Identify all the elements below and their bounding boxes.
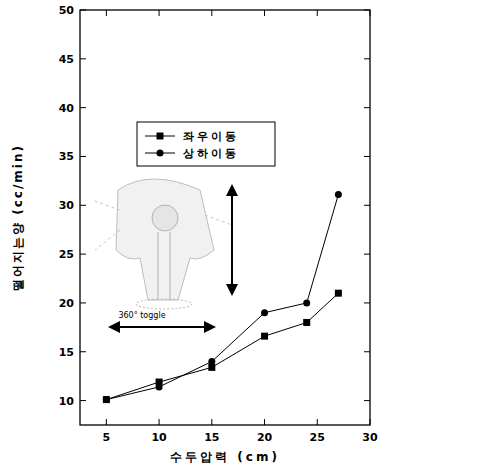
data-point bbox=[303, 319, 310, 326]
y-tick bbox=[80, 302, 86, 303]
data-point bbox=[156, 383, 163, 390]
y-tick bbox=[80, 254, 86, 255]
y-tick-label: 15 bbox=[59, 346, 74, 359]
x-tick-top bbox=[106, 10, 107, 16]
y-tick-label: 10 bbox=[59, 395, 75, 408]
plot-frame bbox=[80, 10, 370, 425]
y-tick-right bbox=[364, 107, 370, 108]
y-tick-label: 50 bbox=[59, 4, 75, 17]
chart: 5 10 15 20 25 30 10 15 20 25 30 35 40 45 50 수두압력 (cm) 떨어… bbox=[0, 0, 480, 471]
y-tick bbox=[80, 58, 86, 59]
y-tick-label: 35 bbox=[59, 150, 74, 163]
arrow-head bbox=[226, 284, 238, 296]
x-tick-top bbox=[264, 10, 265, 16]
y-tick bbox=[80, 10, 86, 11]
arrow-head bbox=[108, 321, 120, 333]
data-point bbox=[208, 358, 215, 365]
device-toggle-ring bbox=[136, 299, 192, 309]
data-point bbox=[335, 191, 342, 198]
device-tube bbox=[158, 232, 159, 300]
y-tick-label: 45 bbox=[59, 53, 74, 66]
x-tick-top bbox=[370, 10, 371, 16]
device-guide bbox=[92, 200, 120, 210]
data-point bbox=[303, 299, 310, 306]
x-tick-label: 20 bbox=[257, 431, 273, 444]
y-tick bbox=[80, 351, 86, 352]
legend-box bbox=[137, 122, 275, 166]
data-point bbox=[261, 309, 268, 316]
x-tick-label: 25 bbox=[310, 431, 325, 444]
x-tick-top bbox=[317, 10, 318, 16]
legend-label: 좌우이동 bbox=[183, 130, 239, 143]
x-tick bbox=[211, 419, 212, 425]
legend-marker bbox=[157, 133, 164, 140]
y-tick-right bbox=[364, 254, 370, 255]
x-tick bbox=[159, 419, 160, 425]
y-tick bbox=[80, 400, 86, 401]
data-group bbox=[103, 191, 342, 403]
y-tick-right bbox=[364, 156, 370, 157]
x-tick-top bbox=[211, 10, 212, 16]
horizontal-arrow bbox=[112, 326, 212, 328]
x-tick bbox=[317, 419, 318, 425]
legend-label: 상하이동 bbox=[183, 147, 239, 160]
y-tick-right bbox=[364, 400, 370, 401]
y-tick-label: 30 bbox=[59, 199, 75, 212]
device-guide bbox=[95, 230, 120, 250]
x-tick bbox=[370, 419, 371, 425]
y-tick-right bbox=[364, 10, 370, 11]
x-tick-label: 30 bbox=[362, 431, 378, 444]
device-ball bbox=[152, 205, 178, 231]
data-point bbox=[261, 333, 268, 340]
device-guide bbox=[205, 215, 232, 225]
device-tube bbox=[170, 232, 171, 300]
series-line bbox=[106, 195, 338, 400]
device-schematic bbox=[92, 179, 232, 309]
arrow-head bbox=[204, 321, 216, 333]
y-tick-label: 40 bbox=[59, 102, 75, 115]
y-tick bbox=[80, 156, 86, 157]
x-axis-title: 수두압력 (cm) bbox=[170, 450, 280, 464]
data-point bbox=[103, 396, 110, 403]
x-tick bbox=[264, 419, 265, 425]
y-axis-title: 떨어지는양 (cc/min) bbox=[11, 144, 25, 291]
y-tick-right bbox=[364, 205, 370, 206]
y-tick-right bbox=[364, 302, 370, 303]
y-tick bbox=[80, 205, 86, 206]
device-body bbox=[116, 179, 214, 300]
data-point bbox=[335, 290, 342, 297]
x-tick-top bbox=[159, 10, 160, 16]
y-tick-right bbox=[364, 351, 370, 352]
y-tick-right bbox=[364, 58, 370, 59]
vertical-arrow bbox=[231, 188, 233, 292]
x-tick bbox=[106, 419, 107, 425]
data-point bbox=[103, 396, 110, 403]
series-line bbox=[106, 293, 338, 399]
y-tick bbox=[80, 107, 86, 108]
x-tick-label: 15 bbox=[204, 431, 219, 444]
y-tick-label: 20 bbox=[59, 297, 75, 310]
annotation: 360° toggle bbox=[118, 311, 165, 320]
legend-marker bbox=[157, 150, 164, 157]
y-tick-label: 25 bbox=[59, 248, 74, 261]
x-tick-label: 10 bbox=[151, 431, 167, 444]
x-tick-label: 5 bbox=[103, 431, 111, 444]
arrow-head bbox=[226, 184, 238, 196]
